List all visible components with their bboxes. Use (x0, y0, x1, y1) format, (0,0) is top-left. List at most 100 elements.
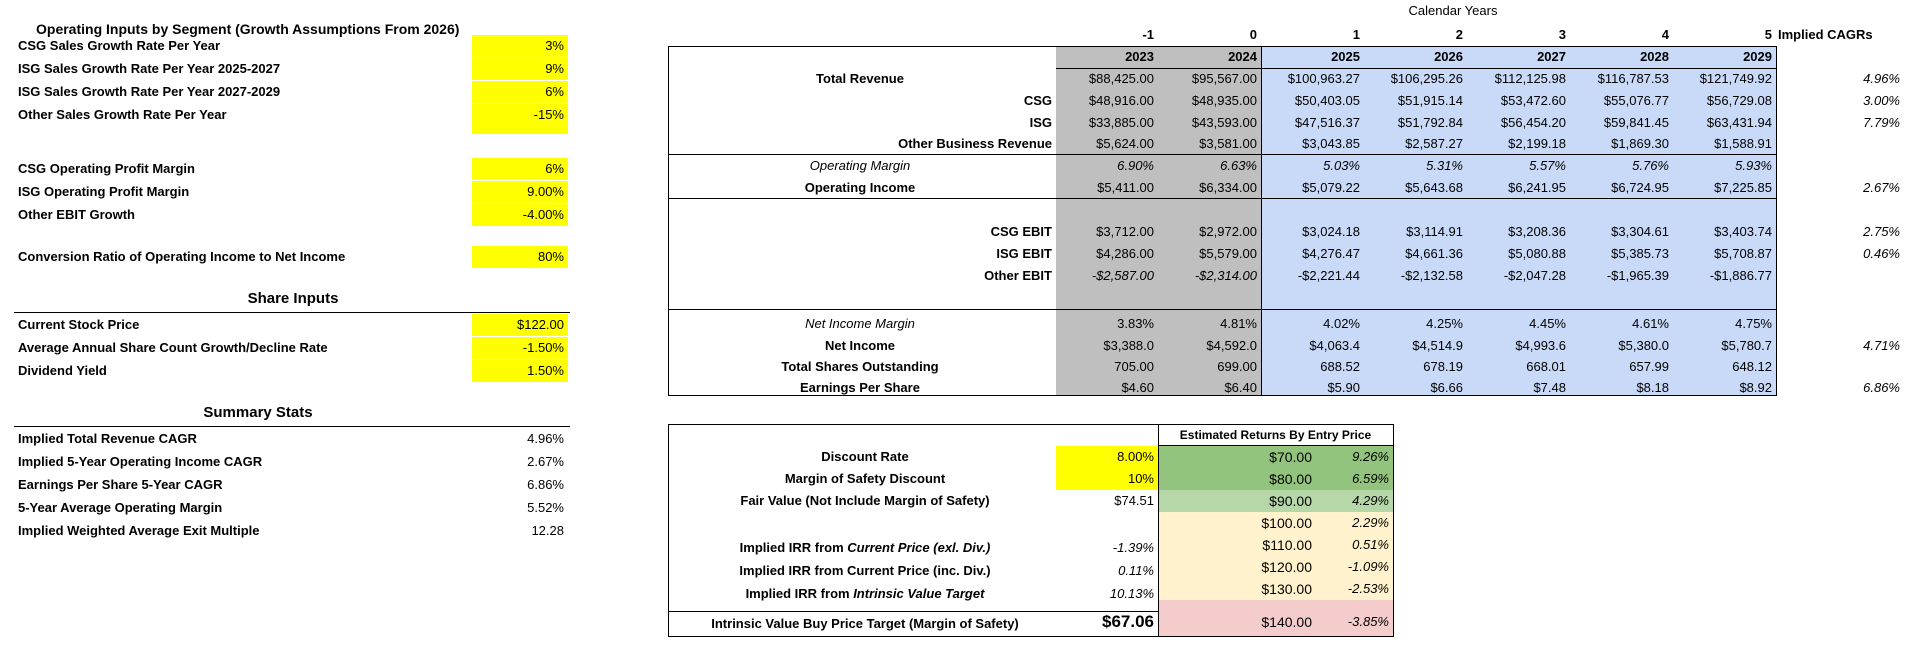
cell-op-margin-2026: 5.31% (1426, 158, 1463, 173)
entry-return-70: 9.26% (1352, 449, 1389, 464)
input-isg-growth-2025-2027[interactable]: 9% (472, 58, 568, 80)
summary-avg-margin: 5.52% (527, 500, 564, 515)
val-label-irr-exl-div-plain: Implied IRR from (739, 540, 848, 555)
input-csg-growth[interactable]: 3% (472, 35, 568, 57)
input-share-count-growth[interactable]: -1.50% (472, 337, 568, 359)
input-isg-margin[interactable]: 9.00% (472, 181, 568, 203)
input-other-growth[interactable]: -15% (472, 104, 568, 126)
cell-total-revenue-2028: $116,787.53 (1597, 71, 1669, 86)
cell-op-income-2027: $6,241.95 (1508, 180, 1566, 195)
entry-return-140: -3.85% (1347, 614, 1389, 629)
cell-csg-2029: $56,729.08 (1706, 93, 1772, 108)
calendar-years-label: Calendar Years (1408, 3, 1498, 18)
input-conversion-ratio[interactable]: 80% (472, 246, 568, 268)
cell-op-margin-2023: 6.90% (1117, 158, 1154, 173)
input-discount-rate[interactable]: 8.00% (1117, 449, 1154, 464)
cagr-net-income: 4.71% (1863, 338, 1900, 353)
row-label-shares-outstanding: Total Shares Outstanding (781, 359, 939, 374)
summary-label-eps-cagr: Earnings Per Share 5-Year CAGR (18, 477, 223, 492)
share-divider (14, 312, 570, 313)
input-label-conversion-ratio: Conversion Ratio of Operating Income to … (18, 249, 346, 264)
input-label-other-growth: Other Sales Growth Rate Per Year (18, 107, 227, 122)
cell-csg-ebit-2025: $3,024.18 (1302, 224, 1360, 239)
input-csg-margin[interactable]: 6% (472, 158, 568, 180)
entry-return-130: -2.53% (1347, 581, 1389, 596)
entry-price-110: $110.00 (1262, 537, 1312, 553)
input-other-ebit-growth[interactable]: -4.00% (472, 204, 568, 226)
cell-op-margin-2025: 5.03% (1323, 158, 1360, 173)
row-label-csg-ebit: CSG EBIT (990, 224, 1052, 239)
cell-net-income-2025: $4,063.4 (1309, 338, 1360, 353)
row-label-eps: Earnings Per Share (800, 380, 920, 395)
cell-isg-2024: $43,593.00 (1191, 115, 1257, 130)
cell-shares-2024: 699.00 (1217, 359, 1257, 374)
cell-csg-ebit-2023: $3,712.00 (1096, 224, 1154, 239)
year-header-underline (1056, 68, 1776, 69)
cagr-operating-income: 2.67% (1863, 180, 1900, 195)
projection-columns-bg (1261, 46, 1776, 395)
period-index-5: 4 (1661, 27, 1669, 42)
cell-shares-2026: 678.19 (1423, 359, 1463, 374)
input-stock-price[interactable]: $122.00 (472, 314, 568, 336)
margin-section-divider (668, 198, 1776, 199)
cell-other-rev-2023: $5,624.00 (1096, 136, 1154, 151)
cell-other-ebit-2023: -$2,587.00 (1091, 268, 1154, 283)
share-inputs-title: Share Inputs (247, 290, 339, 307)
revenue-section-divider (668, 154, 1776, 155)
year-2025: 2025 (1331, 49, 1360, 64)
cell-other-rev-2029: $1,588.91 (1714, 136, 1772, 151)
cell-op-margin-2024: 6.63% (1220, 158, 1257, 173)
cell-total-revenue-2026: $106,295.26 (1390, 71, 1463, 86)
returns-cream-bg (1158, 512, 1393, 600)
period-index-4: 3 (1558, 27, 1566, 42)
cell-csg-2024: $48,935.00 (1191, 93, 1257, 108)
returns-green-light-bg (1158, 490, 1393, 512)
row-label-other-ebit: Other EBIT (984, 268, 1052, 283)
cell-total-revenue-2025: $100,963.27 (1287, 71, 1360, 86)
input-yellow-spacer (472, 126, 568, 134)
cell-eps-2023: $4.60 (1121, 380, 1154, 395)
input-label-isg-growth-2025-2027: ISG Sales Growth Rate Per Year 2025-2027 (18, 61, 281, 76)
cell-isg-ebit-2029: $5,708.87 (1714, 246, 1772, 261)
summary-opinc-cagr: 2.67% (527, 454, 564, 469)
cell-isg-ebit-2025: $4,276.47 (1302, 246, 1360, 261)
cell-net-income-2027: $4,993.6 (1515, 338, 1566, 353)
entry-return-90: 4.29% (1352, 493, 1389, 508)
cell-net-income-2024: $4,592.0 (1206, 338, 1257, 353)
entry-price-120: $120.00 (1261, 559, 1312, 575)
val-label-margin-of-safety: Margin of Safety Discount (784, 471, 946, 486)
cell-other-ebit-2028: -$1,965.39 (1606, 268, 1669, 283)
summary-title: Summary Stats (203, 404, 313, 421)
cell-isg-2023: $33,885.00 (1088, 115, 1154, 130)
val-label-irr-intrinsic-italic: Intrinsic Value Target (853, 586, 985, 601)
cell-shares-2027: 668.01 (1526, 359, 1566, 374)
valuation-returns-divider (1158, 424, 1159, 636)
entry-price-140: $140.00 (1261, 614, 1312, 630)
val-irr-exl-div: -1.39% (1112, 540, 1154, 555)
input-label-csg-margin: CSG Operating Profit Margin (18, 161, 195, 176)
entry-price-90: $90.00 (1269, 493, 1312, 509)
row-label-net-income-margin: Net Income Margin (805, 316, 915, 331)
cell-ni-margin-2028: 4.61% (1632, 316, 1669, 331)
cell-other-ebit-2024: -$2,314.00 (1194, 268, 1257, 283)
cell-other-rev-2024: $3,581.00 (1199, 136, 1257, 151)
row-label-operating-income: Operating Income (804, 180, 916, 195)
row-label-isg: ISG (1029, 115, 1052, 130)
input-margin-of-safety[interactable]: 10% (1127, 471, 1154, 486)
cell-csg-2025: $50,403.05 (1294, 93, 1360, 108)
cagr-csg-ebit: 2.75% (1863, 224, 1900, 239)
val-label-discount-rate: Discount Rate (821, 449, 909, 464)
cagr-total-revenue: 4.96% (1863, 71, 1900, 86)
cell-isg-2028: $59,841.45 (1603, 115, 1669, 130)
summary-divider (14, 426, 570, 427)
cell-other-rev-2028: $1,869.30 (1611, 136, 1669, 151)
cagr-isg-ebit: 0.46% (1863, 246, 1900, 261)
cell-csg-ebit-2026: $3,114.91 (1406, 224, 1463, 239)
input-label-csg-growth: CSG Sales Growth Rate Per Year (18, 38, 221, 53)
input-isg-growth-2027-2029[interactable]: 6% (472, 81, 568, 103)
buy-target-divider (668, 611, 1158, 612)
input-dividend-yield[interactable]: 1.50% (472, 360, 568, 382)
year-2023: 2023 (1125, 49, 1154, 64)
entry-price-70: $70.00 (1269, 449, 1312, 465)
year-2024: 2024 (1228, 49, 1257, 64)
